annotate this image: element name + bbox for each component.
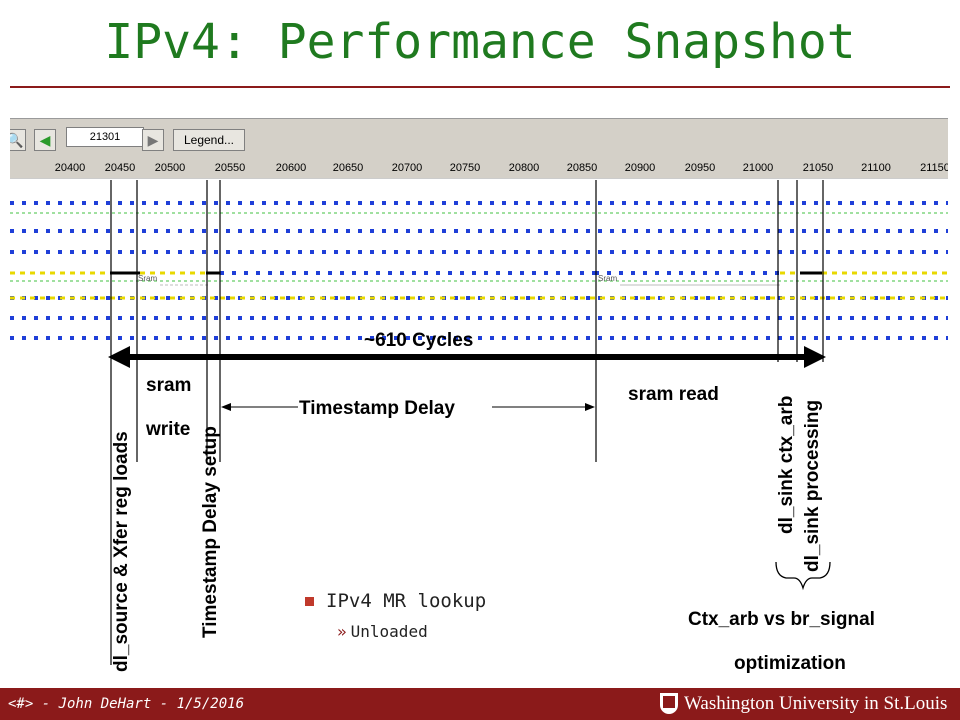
slide-title: IPv4: Performance Snapshot [104, 14, 856, 70]
tick-label: 20650 [332, 162, 364, 174]
search-icon[interactable]: 🔍 [10, 129, 26, 151]
bullet-ipv4-mr-lookup: IPv4 MR lookup [305, 590, 486, 612]
footer-text: <#> - John DeHart - 1/5/2016 [8, 696, 245, 712]
cycles-arrow-right-head [804, 346, 826, 368]
forward-arrow-icon[interactable]: ▶ [142, 129, 164, 151]
bullet-text: Unloaded [350, 622, 428, 641]
tick-label: 20600 [275, 162, 307, 174]
tick-label: 20950 [684, 162, 716, 174]
tick-label: 20450 [104, 162, 136, 174]
tick-label: 21100 [861, 162, 891, 174]
tick-label: 20500 [154, 162, 186, 174]
sram-read-label: sram read [628, 384, 719, 405]
back-arrow-icon[interactable]: ◀ [34, 129, 56, 151]
tick-label: 21000 [742, 162, 774, 174]
timestamp-delay-label: Timestamp Delay [299, 398, 455, 419]
thread-history-svg: Sram Sram [10, 177, 948, 340]
shield-icon [660, 693, 678, 714]
university-name: Washington University in St.Louis [684, 693, 948, 714]
tick-label: 20550 [214, 162, 246, 174]
bullet-text: IPv4 MR lookup [326, 590, 487, 612]
tick-label: 21150 [920, 162, 948, 174]
simulator-toolbar: 🔍 ◀ 21301 ▶ Legend... [10, 119, 948, 159]
tick-label: 20700 [391, 162, 423, 174]
cycles-arrow-left-head [108, 346, 130, 368]
dl-sink-ctx-arb-label: dl_sink ctx_arb [776, 395, 797, 534]
simulator-top-strip [10, 96, 948, 119]
timestamp-arrow-right-head [585, 403, 595, 411]
bullet-square-icon [305, 597, 314, 606]
dl-sink-processing-label: dl_sink processing [802, 399, 823, 572]
ctx-arb-label-2: optimization [734, 653, 846, 674]
footer-bar: <#> - John DeHart - 1/5/2016 Washington … [0, 688, 960, 720]
title-divider [10, 86, 950, 88]
dl-sink-bracket [775, 561, 831, 591]
legend-button[interactable]: Legend... [173, 129, 245, 151]
dl-source-label: dl_source & Xfer reg loads [111, 431, 132, 672]
sram-write-label-2: write [146, 419, 191, 440]
tick-label: 21050 [802, 162, 834, 174]
tick-label: 20850 [566, 162, 598, 174]
timestamp-delay-setup-label: Timestamp Delay setup [200, 426, 221, 638]
thread-history-plot: Sram Sram [10, 177, 948, 358]
ctx-arb-label-1: Ctx_arb vs br_signal [688, 609, 875, 630]
tick-label: 20800 [508, 162, 540, 174]
university-logo: Washington University in St.Louis [660, 692, 952, 716]
cycle-field[interactable]: 21301 [66, 127, 144, 147]
tick-label: 20900 [624, 162, 656, 174]
sram-tag: Sram [138, 274, 157, 283]
bullet-unloaded: » Unloaded [337, 622, 428, 641]
sram-write-label-1: sram [146, 375, 192, 396]
sram-tag: Sram [598, 274, 617, 283]
sub-bullet-icon: » [337, 622, 347, 641]
tick-label: 20750 [449, 162, 481, 174]
tick-label: 20400 [54, 162, 86, 174]
timestamp-arrow-left-head [221, 403, 231, 411]
cycles-label: ~610 Cycles [364, 330, 474, 351]
simulator-screenshot: 🔍 ◀ 21301 ▶ Legend... 20400 20450 20500 … [10, 96, 948, 358]
cycle-ruler: 20400 20450 20500 20550 20600 20650 2070… [10, 160, 948, 178]
